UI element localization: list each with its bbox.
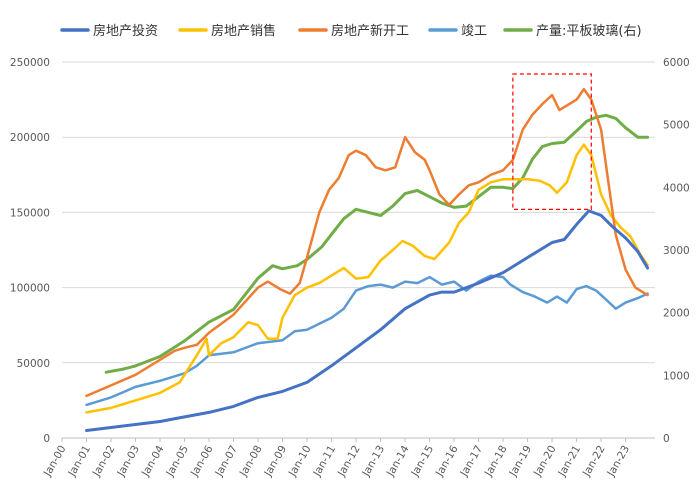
x-tick-label: Jan-04 [139, 443, 167, 479]
series-line-1 [85, 143, 649, 414]
x-tick-label: Jan-19 [507, 444, 535, 480]
series-line-0 [85, 209, 650, 432]
x-tick-label: Jan-20 [531, 444, 559, 480]
series-lines [85, 87, 650, 432]
legend-label: 竣工 [461, 24, 487, 39]
x-tick-label: Jan-08 [237, 444, 265, 480]
y-left-tick-label: 250000 [10, 57, 50, 69]
x-tick-label: Jan-05 [164, 444, 192, 480]
y-left-tick-label: 100000 [10, 283, 50, 295]
x-tick-label: Jan-13 [360, 444, 388, 480]
y-left-tick-label: 0 [43, 433, 50, 445]
legend: 房地产投资 房地产销售 房地产新开工 竣工 产量:平板玻璃(右) [60, 23, 642, 39]
x-tick-label: Jan-16 [433, 443, 461, 479]
x-tick-label: Jan-11 [311, 444, 339, 480]
highlight-box [512, 73, 592, 210]
x-tick-label: Jan-22 [580, 444, 608, 480]
y-left-tick-label: 200000 [10, 132, 50, 144]
legend-label: 房地产销售 [211, 23, 276, 39]
x-tick-label: Jan-18 [482, 443, 510, 479]
y-right-tick-label: 4000 [663, 182, 690, 194]
x-tick-label: Jan-03 [115, 444, 143, 480]
series-line-2 [85, 87, 649, 398]
x-tick-label: Jan-07 [213, 444, 241, 480]
y-right-tick-label: 3000 [663, 245, 690, 257]
x-tick-label: Jan-23 [605, 444, 633, 480]
y-left-tick-label: 150000 [10, 207, 50, 219]
x-tick-label: Jan-21 [556, 444, 584, 480]
x-tick-label: Jan-12 [335, 444, 363, 480]
x-tick-label: Jan-01 [66, 444, 94, 480]
x-tick-label: Jan-15 [409, 444, 437, 480]
y-right-tick-label: 2000 [663, 308, 690, 320]
legend-label: 房地产新开工 [331, 23, 409, 39]
y-left-tick-label: 50000 [17, 358, 50, 370]
y-right-tick-label: 5000 [663, 120, 690, 132]
y-right-tick-label: 1000 [663, 370, 690, 382]
x-tick-label: Jan-14 [384, 443, 412, 479]
series-line-3 [85, 274, 649, 407]
x-tick-label: Jan-06 [188, 443, 216, 479]
legend-label: 产量:平板玻璃(右) [536, 24, 642, 39]
x-tick-label: Jan-00 [41, 444, 69, 480]
x-tick-label: Jan-02 [90, 444, 118, 480]
x-tick-label: Jan-17 [458, 444, 486, 480]
y-right-tick-label: 0 [663, 433, 670, 445]
annotations [512, 73, 592, 210]
x-tick-label: Jan-09 [262, 444, 290, 480]
x-tick-label: Jan-10 [286, 444, 314, 480]
series-line-4 [104, 113, 650, 374]
legend-label: 房地产投资 [93, 23, 158, 39]
grid-lines [62, 61, 655, 364]
y-right-tick-label: 6000 [663, 57, 690, 69]
